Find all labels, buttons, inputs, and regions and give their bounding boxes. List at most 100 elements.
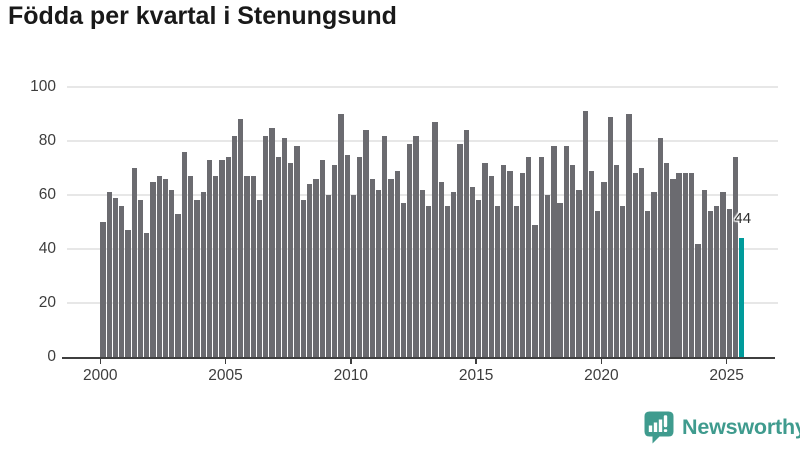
bar-2017-q4: [544, 195, 551, 357]
bar-2005-q4: [244, 176, 250, 357]
x-axis-tick: [99, 358, 102, 364]
bar-2003-q3: [187, 176, 194, 357]
bar-2014-q4: [469, 186, 476, 357]
bar-2023-q2: [682, 173, 689, 357]
bar-2009-q1: [325, 195, 332, 357]
bar-2011-q1: [375, 189, 382, 357]
y-axis-tick-label: 80: [38, 132, 56, 149]
bar-2016-q1: [501, 165, 507, 357]
x-axis-tick: [350, 358, 352, 364]
bar-2020-q1: [601, 181, 607, 357]
newsworthy-brand-text: Newsworthy: [682, 415, 800, 439]
bar-2021-q3: [638, 168, 645, 357]
newsworthy-logo-icon: [644, 411, 674, 444]
bar-2017-q1: [526, 157, 532, 357]
y-axis-tick-label: 0: [47, 348, 56, 365]
bar-2018-q3: [563, 146, 570, 357]
bar-2015-q4: [494, 205, 501, 357]
bar-2006-q1: [250, 176, 256, 357]
x-axis-tick: [600, 358, 603, 364]
bar-2012-q2: [407, 143, 413, 357]
bar-2007-q3: [288, 162, 294, 357]
bar-2022-q3: [663, 162, 670, 357]
bar-2001-q3: [137, 200, 144, 357]
bar-2024-q3: [714, 205, 720, 357]
bar-2005-q3: [238, 119, 244, 357]
bar-2014-q2: [457, 143, 463, 357]
gridline: [67, 86, 778, 88]
bar-2010-q3: [363, 130, 369, 357]
bar-2020-q4: [620, 205, 626, 357]
chart-title: Födda per kvartal i Stenungsund: [8, 2, 397, 30]
bar-2016-q2: [507, 170, 513, 357]
x-axis-tick-label: 2025: [709, 367, 744, 384]
bar-2001-q1: [125, 230, 131, 357]
bar-2004-q3: [213, 176, 219, 357]
bar-2025-q2: [732, 157, 739, 357]
bar-2024-q1: [701, 189, 707, 357]
bar-2017-q2: [532, 224, 538, 357]
bar-2009-q3: [338, 114, 344, 357]
bar-2000-q1: [100, 222, 106, 357]
bar-2019-q4: [595, 211, 601, 357]
bar-2010-q4: [369, 178, 375, 357]
bar-2001-q4: [144, 232, 150, 357]
bar-2010-q1: [350, 195, 357, 357]
bar-2002-q3: [162, 178, 169, 357]
bar-2021-q4: [645, 211, 651, 357]
x-axis-tick: [224, 358, 227, 364]
bar-2004-q1: [200, 192, 206, 357]
bar-2000-q3: [112, 197, 119, 357]
bar-2019-q3: [588, 170, 595, 357]
bar-2005-q2: [231, 135, 238, 357]
bar-2005-q1: [225, 157, 231, 357]
bar-2019-q1: [576, 189, 582, 357]
bar-2021-q2: [632, 173, 638, 357]
bar-2012-q1: [400, 203, 407, 357]
bar-2001-q2: [131, 168, 137, 357]
bar-2018-q2: [557, 203, 563, 357]
bar-2003-q2: [181, 151, 188, 357]
bar-2008-q3: [313, 178, 319, 357]
bar-2018-q1: [551, 146, 557, 357]
x-axis-tick-label: 2010: [333, 367, 369, 384]
bar-2011-q2: [382, 135, 388, 357]
value-label: 44: [734, 210, 752, 228]
bar-2020-q3: [613, 165, 620, 357]
bar-2002-q1: [150, 181, 156, 357]
bar-2007-q1: [275, 157, 281, 357]
bar-2023-q3: [689, 173, 695, 357]
bar-2007-q2: [281, 138, 288, 357]
bar-2011-q4: [394, 170, 400, 357]
bar-2022-q1: [651, 192, 657, 357]
bar-2016-q3: [513, 205, 519, 357]
bar-2014-q3: [463, 130, 469, 357]
bar-2013-q3: [438, 181, 444, 357]
bar-2020-q2: [607, 116, 613, 357]
bar-2002-q2: [156, 176, 162, 357]
bar-2009-q4: [344, 154, 350, 357]
bar-2025-q3: [739, 238, 745, 357]
bar-2022-q4: [670, 178, 676, 357]
bar-2014-q1: [451, 192, 457, 357]
bar-2015-q1: [476, 200, 482, 357]
bar-2006-q4: [269, 127, 275, 357]
bar-2006-q3: [263, 135, 269, 357]
bar-2012-q4: [419, 189, 425, 357]
bar-2013-q4: [444, 205, 451, 357]
bar-2010-q2: [357, 157, 363, 357]
bar-2000-q4: [119, 205, 125, 357]
bar-2025-q1: [726, 208, 732, 357]
bar-2023-q1: [676, 173, 682, 357]
bar-2016-q4: [519, 173, 526, 357]
bar-2008-q2: [306, 184, 313, 357]
x-axis-tick-label: 2005: [208, 367, 243, 384]
bar-2021-q1: [626, 114, 632, 357]
newsworthy-logo[interactable]: Newsworthy: [644, 411, 800, 444]
x-axis-tick-label: 2020: [584, 367, 619, 384]
bar-2015-q2: [482, 162, 488, 357]
bar-2024-q2: [707, 211, 714, 357]
y-axis-tick-label: 60: [38, 186, 56, 203]
